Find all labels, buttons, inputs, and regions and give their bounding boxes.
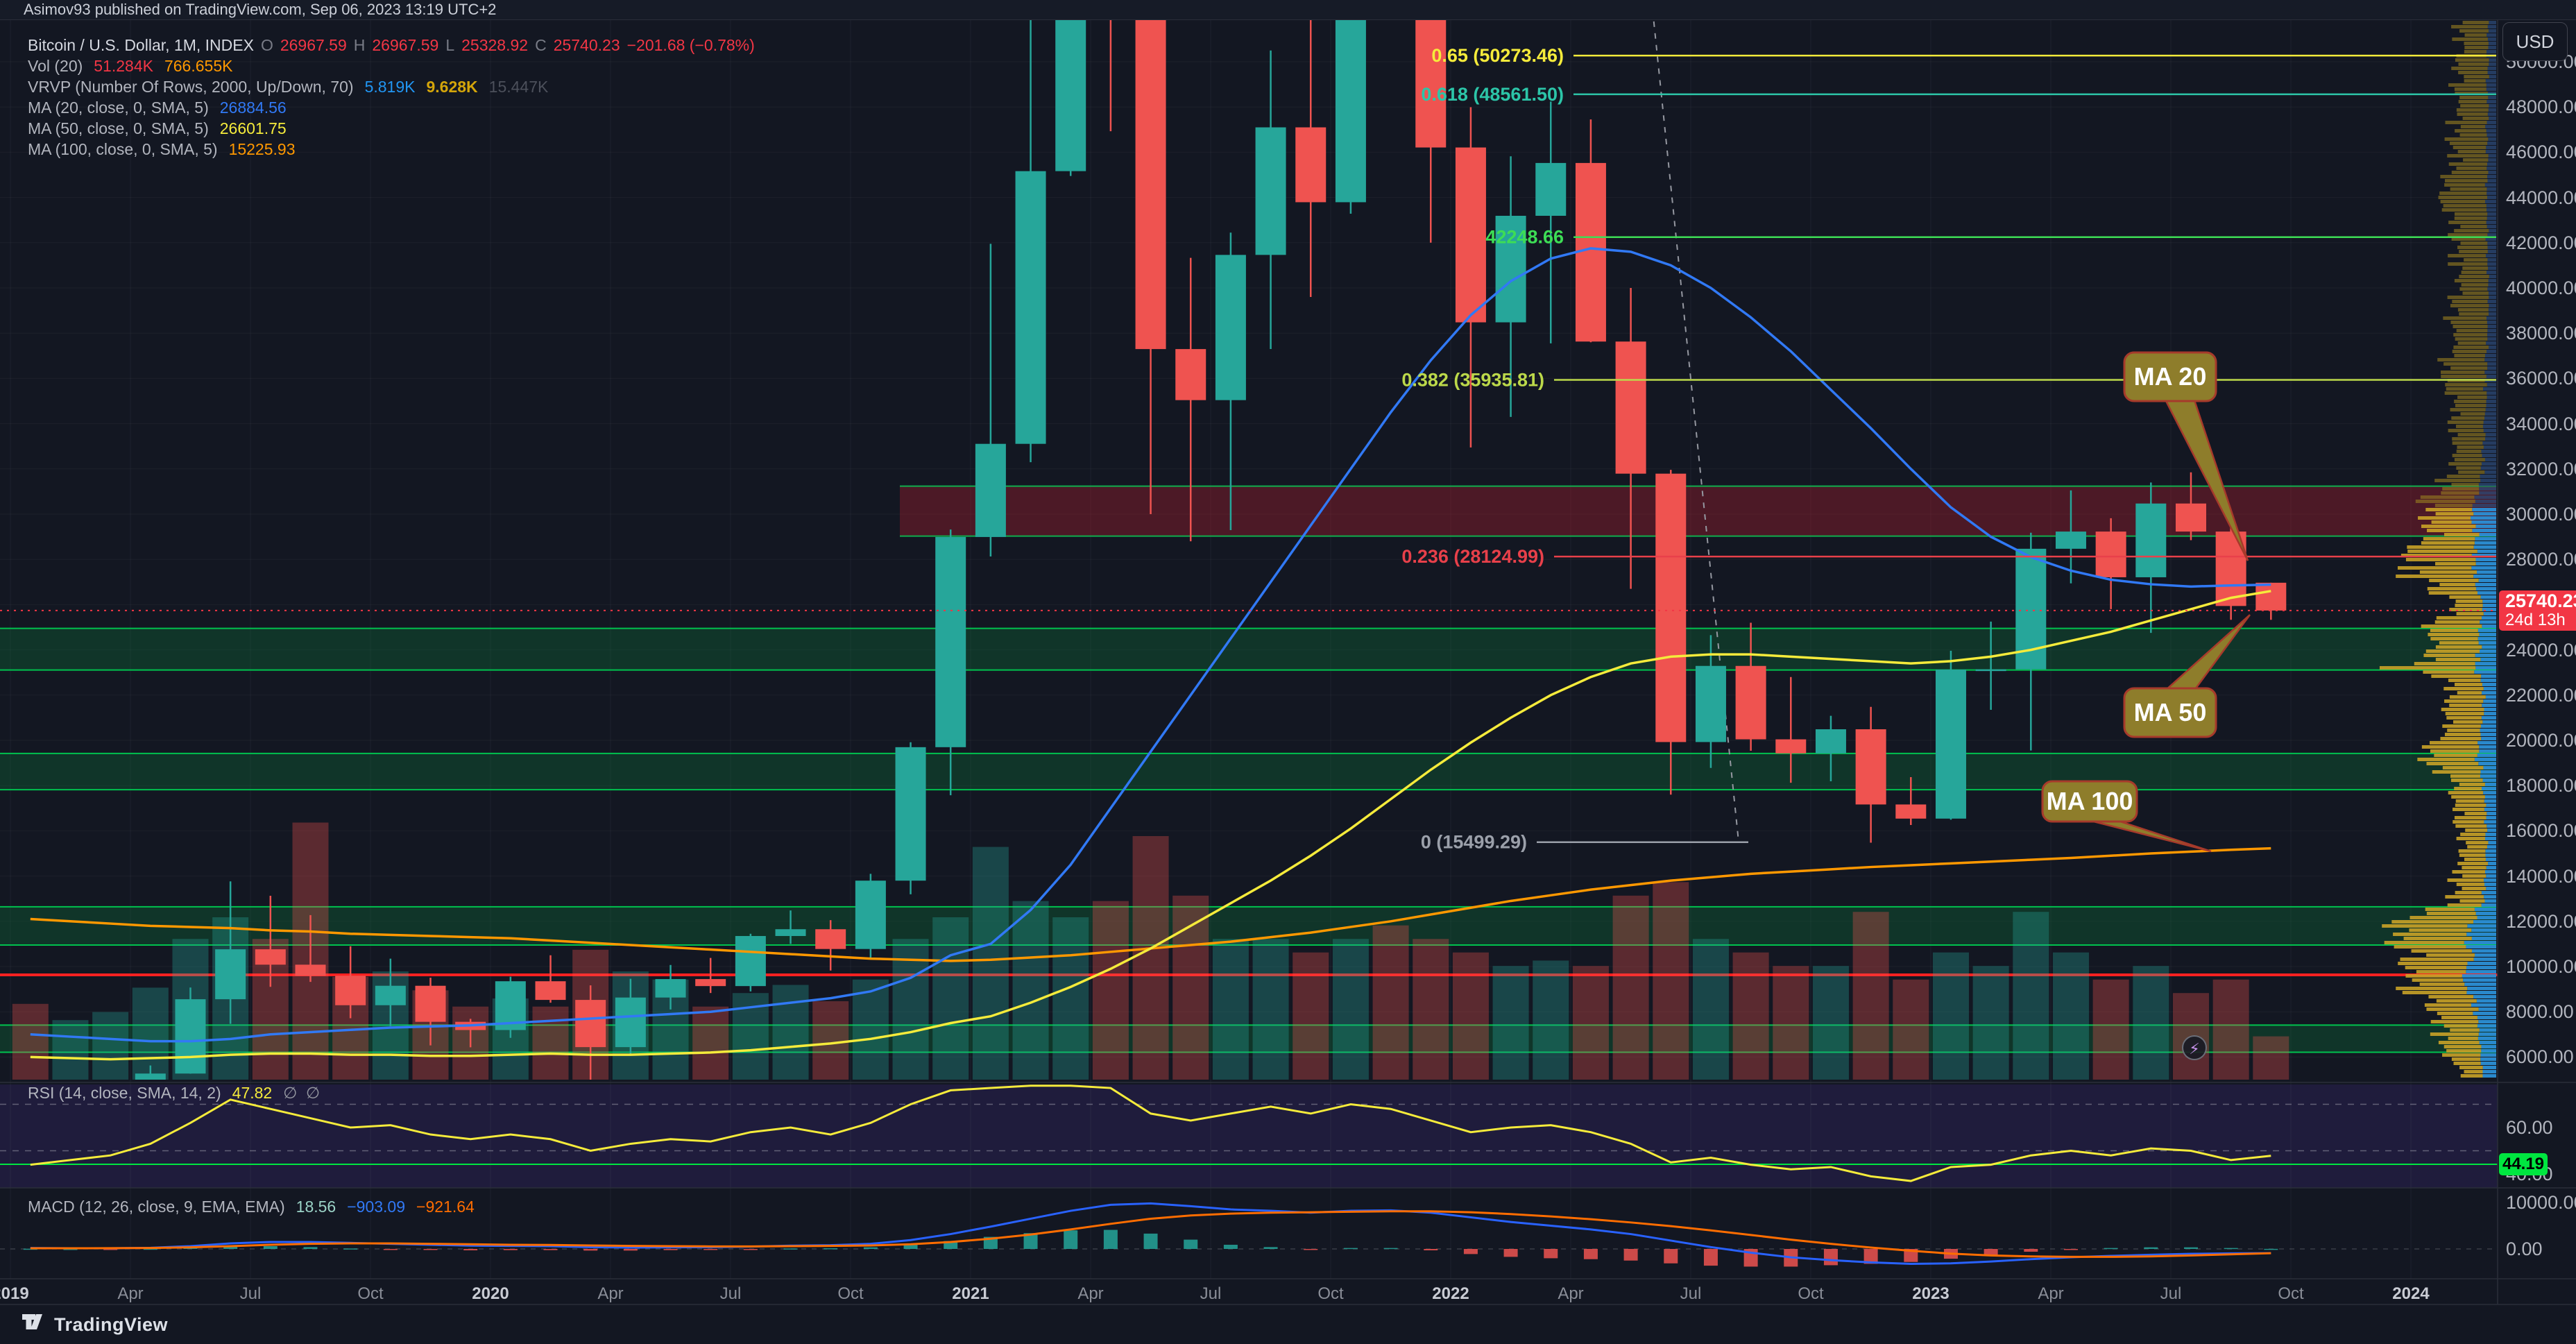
price-axis-label: 42000.00 [2506, 232, 2576, 253]
time-axis-month: Apr [1558, 1284, 1584, 1303]
callout-ma20[interactable]: MA 20 [2123, 351, 2249, 561]
time-axis-year: 2020 [472, 1284, 509, 1303]
fib-level-label: 0.382 (35935.81) [1401, 369, 1544, 390]
callout-ma100[interactable]: MA 100 [2041, 780, 2212, 853]
last-price-badge: 25740.23 24d 13h [2499, 590, 2576, 631]
price-axis-label: 44000.00 [2506, 187, 2576, 208]
time-axis-year: 2024 [2392, 1284, 2430, 1303]
volume-bars [12, 822, 2289, 1080]
bar-countdown: 24d 13h [2505, 611, 2566, 630]
fib-level-label: 0.236 (28124.99) [1401, 546, 1544, 567]
sr-zone[interactable] [900, 485, 2496, 537]
currency-label: USD [2516, 31, 2554, 52]
macd-signal-line [30, 1210, 2271, 1258]
rsi-axis-label: 60.00 [2506, 1117, 2553, 1138]
rsi-legend-row[interactable]: RSI (14, close, SMA, 14, 2) 47.82 ∅ ∅ [28, 1083, 321, 1102]
svg-text:MA 50: MA 50 [2134, 698, 2207, 726]
bottom-bar: TradingView [0, 1305, 2576, 1344]
price-axis-label: 8000.00 [2506, 1001, 2574, 1023]
last-price-value: 25740.23 [2505, 590, 2576, 612]
price-axis-label: 20000.00 [2506, 730, 2576, 751]
price-axis-label: 18000.00 [2506, 775, 2576, 797]
price-axis-label: 16000.00 [2506, 820, 2576, 842]
indicator-legend-row-1[interactable]: VRVP (Number Of Rows, 2000, Up/Down, 70)… [28, 77, 549, 96]
lightning-icon: ⚡ [2189, 1040, 2199, 1057]
time-axis-month: Oct [837, 1284, 864, 1303]
price-axis-label: 48000.00 [2506, 96, 2576, 118]
candles [135, 19, 2287, 1080]
price-axis-label: 38000.00 [2506, 323, 2576, 344]
macd-legend-row[interactable]: MACD (12, 26, close, 9, EMA, EMA) 18.56 −9… [28, 1197, 475, 1216]
publish-bar: Asimov93 published on TradingView.com, S… [0, 0, 2576, 20]
indicator-legend-row-0[interactable]: Vol (20) 51.284K 766.655K [28, 56, 233, 75]
time-axis-month: Jul [1200, 1284, 1222, 1303]
flash-button[interactable]: ⚡ [2182, 1035, 2207, 1060]
rsi-value-badge: 44.19 [2499, 1152, 2548, 1175]
price-axis-label: 6000.00 [2506, 1046, 2574, 1068]
price-axis-label: 14000.00 [2506, 865, 2576, 887]
fib-level-label: 0.65 (50273.46) [1431, 45, 1564, 66]
rsi-line [30, 1084, 2271, 1182]
indicator-legend: Bitcoin / U.S. Dollar, 1M, INDEX O 26967.5… [28, 35, 762, 160]
callout-ma50[interactable]: MA 50 [2123, 614, 2251, 738]
time-axis-year: 2019 [0, 1284, 29, 1303]
price-axis-label: 10000.00 [2506, 956, 2576, 977]
fib-level-label: 42248.66 [1485, 227, 1564, 248]
tradingview-logo-icon[interactable] [22, 1314, 46, 1335]
svg-text:MA 100: MA 100 [2047, 787, 2133, 815]
main-pane [0, 19, 2498, 1080]
sr-zone[interactable] [0, 1024, 2496, 1053]
time-axis-month: Apr [2038, 1284, 2064, 1303]
time-axis-month: Apr [597, 1284, 624, 1303]
time-axis-month: Jul [2160, 1284, 2182, 1303]
price-axis-label: 40000.00 [2506, 278, 2576, 298]
fib-level-label: 0.618 (48561.50) [1421, 84, 1564, 105]
time-axis-year: 2021 [952, 1284, 989, 1303]
rsi-legend: RSI (14, close, SMA, 14, 2) 47.82 ∅ ∅ [28, 1082, 331, 1103]
time-axis-month: Apr [117, 1284, 144, 1303]
tradingview-logo-text[interactable]: TradingView [54, 1313, 169, 1335]
fib-level-label: 0 (15499.29) [1421, 832, 1527, 853]
ma50-line [30, 590, 2271, 1061]
price-axis-label: 46000.00 [2506, 142, 2576, 163]
time-axis-month: Oct [1317, 1284, 1344, 1303]
publish-text: Asimov93 published on TradingView.com, S… [24, 1, 497, 18]
time-axis-month: Oct [2278, 1284, 2304, 1303]
indicator-legend-row-2[interactable]: MA (20, close, 0, SMA, 5) 26884.56 [28, 98, 287, 117]
price-axis-label: 34000.00 [2506, 413, 2576, 434]
currency-button[interactable]: USD [2502, 22, 2568, 61]
macd-legend: MACD (12, 26, close, 9, EMA, EMA) 18.56 −9… [28, 1196, 486, 1217]
symbol-legend-row[interactable]: Bitcoin / U.S. Dollar, 1M, INDEX O 26967.5… [28, 35, 755, 54]
price-axis-label: 36000.00 [2506, 368, 2576, 389]
price-axis-label: 12000.00 [2506, 910, 2576, 932]
price-axis-label: 28000.00 [2506, 549, 2576, 570]
price-axis-label: 22000.00 [2506, 684, 2576, 706]
indicator-legend-row-3[interactable]: MA (50, close, 0, SMA, 5) 26601.75 [28, 119, 287, 137]
time-axis-month: Oct [357, 1284, 384, 1303]
time-axis-year: 2023 [1912, 1284, 1950, 1303]
macd-axis-label: 10000.00 [2506, 1192, 2576, 1213]
price-axis-label: 30000.00 [2506, 504, 2576, 525]
time-axis-month: Jul [1680, 1284, 1702, 1303]
price-axis-label: 32000.00 [2506, 458, 2576, 479]
vrvp-histogram [2379, 19, 2496, 1078]
time-axis-month: Jul [239, 1284, 262, 1303]
ma20-line [30, 247, 2271, 1043]
macd-histogram [23, 1230, 2278, 1267]
time-axis-month: Jul [719, 1284, 742, 1303]
indicator-legend-row-4[interactable]: MA (100, close, 0, SMA, 5) 15225.93 [28, 139, 296, 158]
time-axis-month: Apr [1077, 1284, 1104, 1303]
macd-axis-label: 0.00 [2506, 1239, 2543, 1259]
price-axis-label: 24000.00 [2506, 639, 2576, 661]
time-axis-month: Oct [1798, 1284, 1824, 1303]
sr-zone[interactable] [0, 627, 2496, 671]
time-axis-year: 2022 [1432, 1284, 1469, 1303]
svg-text:MA 20: MA 20 [2134, 362, 2207, 391]
